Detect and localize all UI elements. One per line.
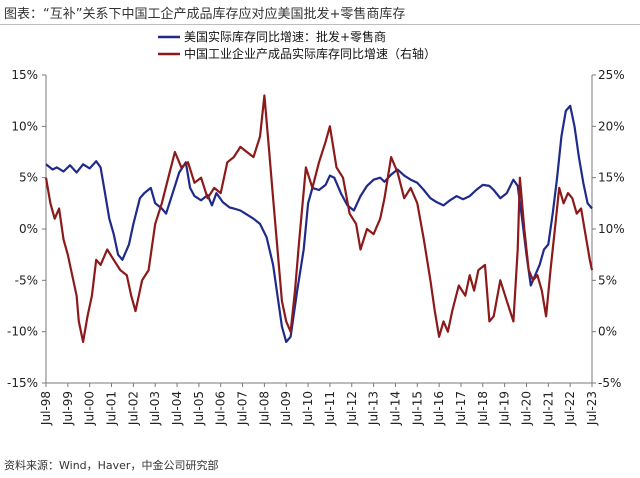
y-right-tick-label: 25%: [598, 68, 625, 82]
source-note: 资料来源：Wind，Haver，中金公司研究部: [4, 459, 219, 472]
x-tick-label: Jul-99: [61, 391, 75, 426]
y-left-tick-label: -15%: [7, 376, 38, 390]
x-tick-label: Jul-13: [367, 391, 381, 426]
x-tick-label: Jul-15: [410, 391, 424, 426]
x-tick-label: Jul-21: [541, 391, 555, 426]
y-left-tick-label: 5%: [19, 171, 38, 185]
x-tick-label: Jul-09: [279, 391, 293, 426]
series-line-us-inventory: [45, 104, 593, 343]
y-left-tick-label: 10%: [11, 119, 38, 133]
y-right-tick-label: -5%: [598, 376, 621, 390]
y-right-tick-label: 15%: [598, 171, 625, 185]
chart-series: [44, 94, 594, 343]
x-tick-label: Jul-14: [388, 391, 402, 426]
legend-label: 中国工业企业产成品实际库存同比增速（右轴）: [184, 46, 436, 61]
x-tick-label: Jul-00: [83, 391, 97, 426]
y-right-tick-label: 20%: [598, 119, 625, 133]
x-tick-label: Jul-07: [236, 391, 250, 426]
y-right-tick-label: 5%: [598, 273, 617, 287]
x-tick-label: Jul-04: [170, 391, 184, 426]
x-tick-label: Jul-05: [192, 391, 206, 426]
x-tick-label: Jul-02: [126, 391, 140, 426]
line-chart: 15% 10% 5% 0% -5% -10% -15% 25% 20% 15% 10% 5% 0% -5%…: [7, 29, 625, 426]
x-tick-label: Jul-12: [345, 391, 359, 426]
y-left-tick-label: -5%: [15, 273, 38, 287]
x-tick-label: Jul-03: [148, 391, 162, 426]
y-left-tick-label: 0%: [19, 222, 38, 236]
x-tick-label: Jul-18: [476, 391, 490, 426]
x-tick-label: Jul-01: [105, 391, 119, 426]
chart-axes: 15% 10% 5% 0% -5% -10% -15% 25% 20% 15% 10% 5% 0% -5%…: [7, 68, 625, 426]
x-tick-label: Jul-98: [39, 391, 53, 426]
x-tick-label: Jul-10: [301, 391, 315, 426]
series-line-cn-inventory: [44, 94, 594, 343]
x-tick-label: Jul-11: [323, 391, 337, 426]
x-tick-label: Jul-08: [257, 391, 271, 426]
y-left-tick-label: 15%: [11, 68, 38, 82]
x-tick-label: Jul-16: [432, 391, 446, 426]
x-tick-label: Jul-19: [498, 391, 512, 426]
x-tick-label: Jul-20: [519, 391, 533, 426]
y-right-tick-label: 0%: [598, 325, 617, 339]
y-right-tick-label: 10%: [598, 222, 625, 236]
x-tick-label: Jul-23: [585, 391, 599, 426]
figure-title: 图表：“互补”关系下中国工企产成品库存应对应美国批发+零售商库存: [4, 7, 406, 22]
x-tick-label: Jul-17: [454, 391, 468, 426]
y-left-tick-label: -10%: [7, 325, 38, 339]
x-tick-label: Jul-06: [214, 391, 228, 426]
title-divider: [0, 24, 640, 25]
x-tick-label: Jul-22: [563, 391, 577, 426]
legend-label: 美国实际库存同比增速：批发+零售商: [184, 29, 386, 44]
